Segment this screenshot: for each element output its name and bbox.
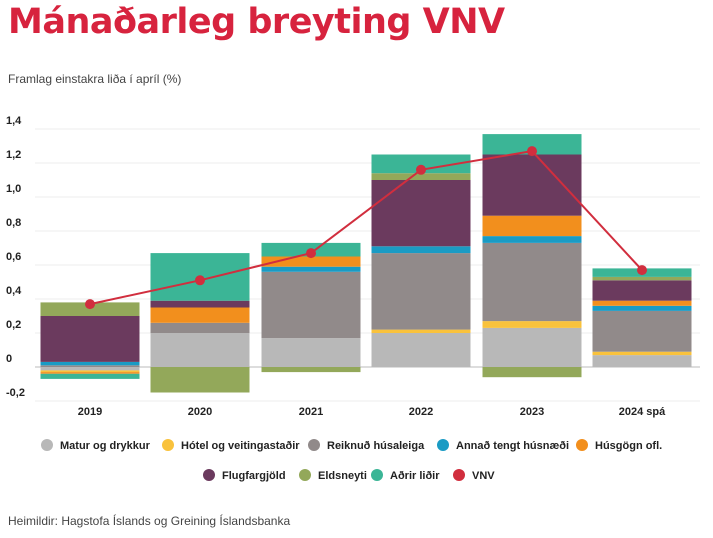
bar-segment [592,276,692,281]
legend-swatch [162,439,174,451]
bar-segment [482,154,582,216]
legend-label: Annað tengt húsnæði [456,440,569,452]
bar-segment [40,365,140,367]
bar-segment [371,173,471,180]
bar-segment [482,134,582,155]
grid-lines [35,128,700,402]
bar-segment [150,333,250,367]
bar-segment [40,370,140,373]
vnv-point [637,265,647,276]
legend-label: Flugfargjöld [222,470,286,482]
bar-segment [371,154,471,174]
legend-swatch [371,469,383,481]
legend-item: Eldsneyti [299,469,367,482]
legend-label: VNV [472,470,495,482]
vnv-line [85,146,647,310]
bar-segment [150,322,250,333]
bar-segment [150,367,250,393]
bar-segment [371,253,471,330]
legend-item: Aðrir liðir [371,469,440,482]
bar-segment [592,355,692,367]
y-tick-label: 1,4 [6,115,22,127]
x-category-label: 2021 [299,406,323,418]
bar-segment [371,333,471,367]
chart-subtitle: Framlag einstakra liða í apríl (%) [8,72,182,86]
x-category-label: 2020 [188,406,212,418]
legend-item: Hótel og veitingastaðir [162,439,300,452]
legend: Matur og drykkur Hótel og veitingastaðir R… [41,439,662,482]
vnv-point [85,299,95,310]
bar-segment [261,256,361,267]
x-category-label: 2024 spá [619,406,666,418]
bar-segment [482,215,582,237]
y-tick-label: 0 [6,353,12,365]
legend-item: Húsgögn ofl. [576,439,662,452]
bar-segment [261,271,361,339]
legend-swatch [576,439,588,451]
vnv-point [195,275,205,286]
legend-item: Flugfargjöld [203,469,286,482]
legend-swatch [453,469,465,481]
bar-segment [482,242,582,322]
y-tick-label: 0,2 [6,319,21,331]
y-tick-label: -0,2 [6,387,25,399]
legend-label: Eldsneyti [318,470,367,482]
legend-swatch [299,469,311,481]
bar-segment [371,329,471,333]
x-category-label: 2022 [409,406,433,418]
legend-item: Annað tengt húsnæði [437,439,569,452]
bar-segment [371,246,471,254]
bar-segment [261,338,361,367]
x-category-label: 2023 [520,406,544,418]
x-category-label: 2019 [78,406,102,418]
bar-segment [40,361,140,366]
bar-segment [40,302,140,316]
bar-segment [40,373,140,379]
bar-segment [371,180,471,247]
bar-segment [592,310,692,352]
bar-segment [40,367,140,371]
legend-label: Hótel og veitingastaðir [181,440,300,452]
vnv-point [416,164,426,175]
y-axis-ticks: 1,4 1,2 1,0 0,8 0,6 0,4 0,2 0 -0,2 [6,115,25,399]
bar-segment [482,236,582,243]
vnv-line-path [89,150,643,306]
legend-swatch [203,469,215,481]
legend-item: VNV [453,469,495,482]
bar-segment [150,307,250,323]
bar-segment [592,280,692,301]
source-note: Heimildir: Hagstofa Íslands og Greining … [8,514,291,528]
bar-segment [592,300,692,306]
vnv-point [306,248,316,259]
bar-segment [482,367,582,378]
y-tick-label: 1,2 [6,149,21,161]
legend-swatch [308,439,320,451]
legend-swatch [41,439,53,451]
bar-segment [261,367,361,373]
y-tick-label: 0,4 [6,285,22,297]
bar-segment [482,321,582,328]
legend-item: Reiknuð húsaleiga [308,439,425,452]
legend-item: Matur og drykkur [41,439,151,452]
bar-segment [40,316,140,362]
legend-swatch [437,439,449,451]
bar-segment [40,372,140,374]
legend-label: Reiknuð húsaleiga [327,440,425,452]
bar-segment [592,351,692,356]
x-axis-categories: 2019 2020 2021 2022 2023 2024 spá [78,406,666,418]
y-tick-label: 1,0 [6,183,21,195]
bar-segment [150,300,250,308]
legend-label: Matur og drykkur [60,440,151,452]
bar-segment [592,305,692,311]
legend-label: Aðrir liðir [390,470,440,482]
bar-segment [482,327,582,367]
y-tick-label: 0,6 [6,251,21,263]
y-tick-label: 0,8 [6,217,21,229]
vnv-point [527,146,537,157]
legend-label: Húsgögn ofl. [595,440,662,452]
bar-segment [261,266,361,272]
chart-title: Mánaðarleg breyting VNV [8,2,505,42]
bar-stacks [40,134,692,393]
